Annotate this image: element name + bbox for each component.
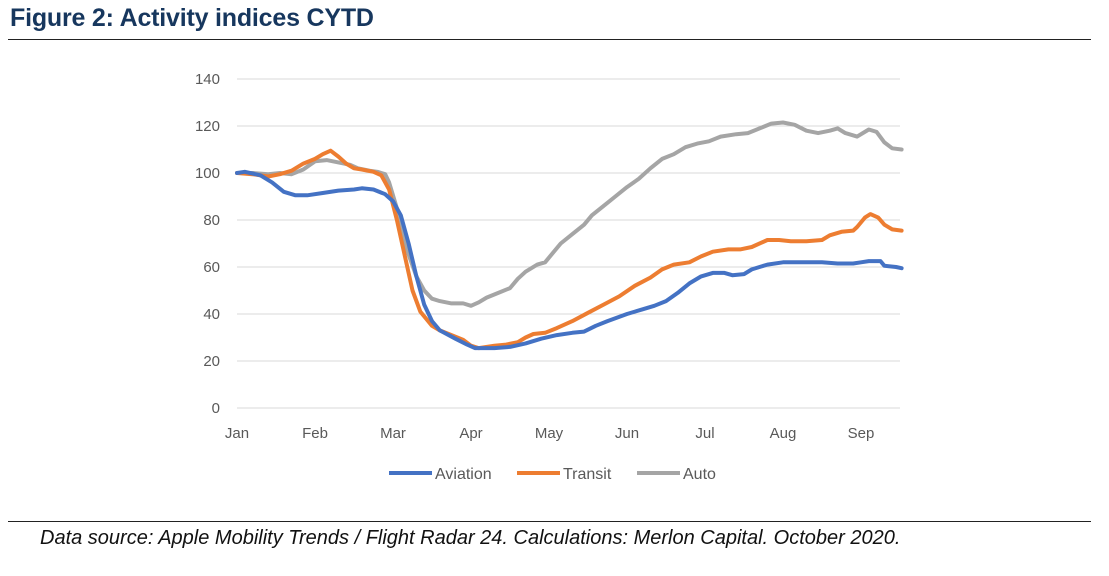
chart-series-lines <box>235 120 904 351</box>
y-tick-label: 100 <box>195 165 220 182</box>
line-chart: 0 20 40 60 80 100 120 140 Jan Feb Mar Apr May Jun Jul… <box>195 71 904 483</box>
x-tick-label: Mar <box>380 425 406 442</box>
series-line-aviation <box>235 169 904 351</box>
x-tick-label: Jun <box>615 425 639 442</box>
figure-title: Figure 2: Activity indices CYTD <box>10 4 374 32</box>
data-source-note: Data source: Apple Mobility Trends / Fli… <box>40 527 901 549</box>
source-rule <box>8 521 1091 522</box>
x-tick-label: Sep <box>848 425 875 442</box>
y-tick-label: 0 <box>212 400 220 417</box>
y-axis-tick-labels: 0 20 40 60 80 100 120 140 <box>195 71 220 417</box>
x-tick-label: Aug <box>770 425 797 442</box>
y-tick-label: 120 <box>195 118 220 135</box>
legend-item-auto: Auto <box>637 466 716 483</box>
title-rule <box>8 39 1091 40</box>
x-tick-label: May <box>535 425 564 442</box>
legend-label: Aviation <box>435 466 492 483</box>
legend-item-transit: Transit <box>517 466 612 483</box>
y-tick-label: 140 <box>195 71 220 88</box>
y-tick-label: 80 <box>203 212 220 229</box>
chart-gridlines <box>237 78 900 409</box>
y-tick-label: 40 <box>203 306 220 323</box>
x-tick-label: Apr <box>459 425 482 442</box>
legend-label: Auto <box>683 466 716 483</box>
y-tick-label: 60 <box>203 259 220 276</box>
series-line-transit <box>235 148 904 351</box>
x-axis-tick-labels: Jan Feb Mar Apr May Jun Jul Aug Sep <box>225 425 874 442</box>
series-line-auto <box>235 120 904 308</box>
x-tick-label: Feb <box>302 425 328 442</box>
legend-item-aviation: Aviation <box>389 466 492 483</box>
x-tick-label: Jul <box>695 425 714 442</box>
x-tick-label: Jan <box>225 425 249 442</box>
legend-label: Transit <box>563 466 612 483</box>
chart-legend: Aviation Transit Auto <box>389 466 716 483</box>
y-tick-label: 20 <box>203 353 220 370</box>
